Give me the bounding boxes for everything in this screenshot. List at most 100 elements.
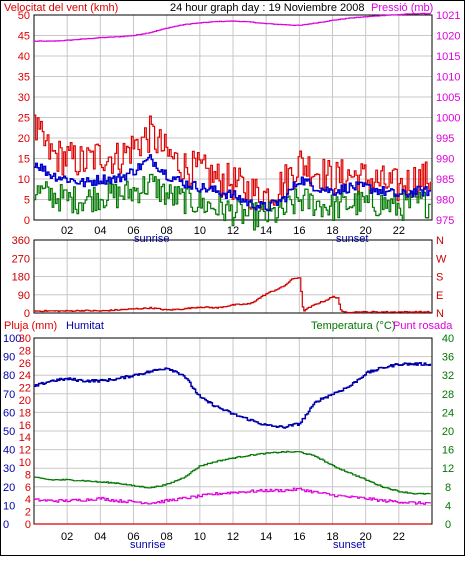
p1-wind-tick-label: 0 <box>24 215 30 227</box>
wind-avg-line <box>34 154 432 212</box>
wind-min-line <box>34 173 431 231</box>
p1-wind-tick-label: 15 <box>18 154 30 166</box>
p1-wind-tick-label: 30 <box>18 92 30 104</box>
p2-compass-tick-label: N <box>436 308 444 320</box>
p2-degree-tick-label: 0 <box>24 308 30 320</box>
p3-humidity-tick-label: 90 <box>3 352 15 364</box>
p3-rain-tick-label: 28 <box>19 345 31 357</box>
p2-degree-tick-label: 270 <box>12 253 30 265</box>
p3-hour-tick-label: 10 <box>194 531 206 543</box>
p3-hour-tick-label: 04 <box>94 531 106 543</box>
p1-hour-tick-label: 14 <box>260 225 272 237</box>
p1-pressure-tick-label: 975 <box>436 215 454 227</box>
p1-pressure-tick-label: 980 <box>436 195 454 207</box>
panel3-left-ticks: 0102030405060708090100024681012141618202… <box>3 333 31 531</box>
wind-axis-label: Velocitat del vent (kmh) <box>4 2 118 14</box>
p3-temperature-tick-label: 4 <box>445 500 451 512</box>
p3-humidity-tick-label: 50 <box>3 426 15 438</box>
p1-wind-tick-label: 40 <box>18 51 30 63</box>
p2-degree-tick-label: 90 <box>18 290 30 302</box>
p3-humidity-tick-label: 60 <box>3 407 15 419</box>
p3-rain-tick-label: 20 <box>19 395 31 407</box>
p1-hour-tick-label: 16 <box>293 225 305 237</box>
pressure-axis-label: Pressió (mb) <box>371 2 433 14</box>
panel3-temperature-ticks: 0 4 8 12 16 20 24 28 32 36 40 <box>442 333 454 531</box>
p2-compass-tick-label: E <box>436 290 443 302</box>
p1-wind-tick-label: 35 <box>18 72 30 84</box>
p1-pressure-tick-label: 985 <box>436 174 454 186</box>
p2-compass-tick-label: N <box>436 235 444 247</box>
p3-temperature-tick-label: 24 <box>442 407 454 419</box>
p3-rain-tick-label: 6 <box>25 482 31 494</box>
p3-humidity-tick-label: 40 <box>3 445 15 457</box>
p3-rain-tick-label: 18 <box>19 407 31 419</box>
rain-axis-label: Pluja (mm) <box>4 320 57 332</box>
pressure-line <box>34 12 431 42</box>
p3-humidity-tick-label: 80 <box>3 370 15 382</box>
panel2-frame <box>33 239 433 314</box>
p3-humidity-tick-label: 70 <box>3 389 15 401</box>
p3-temperature-tick-label: 28 <box>442 389 454 401</box>
p1-hour-tick-label: 02 <box>61 225 73 237</box>
p3-humidity-tick-label: 100 <box>3 333 21 345</box>
sunrise-label-3: sunrise <box>130 539 165 551</box>
p2-compass-tick-label: W <box>436 253 447 265</box>
p3-rain-tick-label: 2 <box>25 507 31 519</box>
chart-title: 24 hour graph day : 19 Noviembre 2008 <box>170 2 364 14</box>
p1-hour-tick-label: 10 <box>194 225 206 237</box>
sunrise-label-1: sunrise <box>134 233 169 245</box>
p1-pressure-tick-label: 1010 <box>436 72 460 84</box>
p1-hour-tick-label: 18 <box>326 225 338 237</box>
p1-pressure-tick-label: 1000 <box>436 113 460 125</box>
dewpoint-line <box>34 487 431 505</box>
p1-pressure-tick-label: 1015 <box>436 51 460 63</box>
panel2-degree-ticks: 0 90 180 270 360 <box>12 235 30 320</box>
p3-humidity-tick-label: 30 <box>3 463 15 475</box>
temperature-axis-label: Temperatura (°C) <box>311 320 395 332</box>
p1-hour-tick-label: 20 <box>360 225 372 237</box>
p3-rain-tick-label: 12 <box>19 445 31 457</box>
panel1-wind-ticks: 0 5 10 15 20 25 30 35 40 45 50 <box>18 10 30 227</box>
p3-hour-tick-label: 16 <box>293 531 305 543</box>
p1-wind-tick-label: 20 <box>18 133 30 145</box>
p3-rain-tick-label: 10 <box>19 457 31 469</box>
p2-degree-tick-label: 180 <box>12 272 30 284</box>
panel1-grid <box>34 14 432 221</box>
p3-hour-tick-label: 06 <box>127 531 139 543</box>
p3-rain-tick-label: 14 <box>19 432 31 444</box>
p3-hour-tick-label: 08 <box>161 531 173 543</box>
p1-hour-tick-label: 04 <box>94 225 106 237</box>
p3-temperature-tick-label: 16 <box>442 445 454 457</box>
panel1-pressure-ticks: 975 980 985 990 995 1000 1005 1010 1015 1020 1021 <box>436 10 460 227</box>
humidity-axis-label: Humitat <box>66 320 104 332</box>
p1-hour-tick-label: 08 <box>161 225 173 237</box>
dewpoint-axis-label: Punt rosada <box>393 320 453 332</box>
p3-temperature-tick-label: 0 <box>445 519 451 531</box>
p2-compass-tick-label: S <box>436 272 443 284</box>
p3-temperature-tick-label: 12 <box>442 463 454 475</box>
p3-rain-tick-label: 8 <box>25 469 31 481</box>
p1-wind-tick-label: 45 <box>18 31 30 43</box>
wind-direction-line <box>34 277 431 314</box>
p1-hour-tick-label: 22 <box>393 225 405 237</box>
sunset-label-3: sunset <box>333 539 365 551</box>
p3-humidity-tick-label: 20 <box>3 482 15 494</box>
panel1-frame <box>33 14 433 221</box>
p3-rain-tick-label: 30 <box>19 333 31 345</box>
p3-humidity-tick-label: 10 <box>3 500 15 512</box>
panel1-hour-ticks: 02 04 06 08 10 12 14 16 18 20 22 <box>61 225 405 237</box>
p2-degree-tick-label: 360 <box>12 235 30 247</box>
p1-pressure-tick-label: 1020 <box>436 31 460 43</box>
p3-hour-tick-label: 22 <box>393 531 405 543</box>
p1-pressure-tick-label: 995 <box>436 133 454 145</box>
panel3-hour-ticks: 02 04 06 08 10 12 14 16 18 20 22 <box>61 531 405 543</box>
p3-temperature-tick-label: 20 <box>442 426 454 438</box>
p3-hour-tick-label: 02 <box>61 531 73 543</box>
p3-temperature-tick-label: 36 <box>442 352 454 364</box>
p3-temperature-tick-label: 8 <box>445 482 451 494</box>
p3-temperature-tick-label: 40 <box>442 333 454 345</box>
humidity-line <box>34 362 432 429</box>
